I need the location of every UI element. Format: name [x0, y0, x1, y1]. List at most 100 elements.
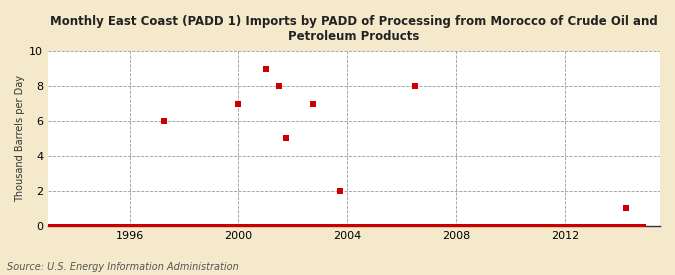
Point: [310, 224, 321, 228]
Point: [525, 224, 536, 228]
Point: [126, 224, 137, 228]
Point: [500, 224, 511, 228]
Point: [516, 224, 527, 228]
Point: [639, 224, 649, 228]
Point: [138, 224, 148, 228]
Point: [158, 224, 169, 228]
Point: [480, 224, 491, 228]
Point: [265, 224, 275, 228]
Point: [278, 224, 289, 228]
Point: [580, 224, 591, 228]
Point: [249, 224, 260, 228]
Point: [578, 224, 589, 228]
Point: [535, 224, 545, 228]
Point: [68, 224, 78, 228]
Point: [104, 224, 115, 228]
Point: [401, 224, 412, 228]
Point: [591, 224, 602, 228]
Point: [106, 224, 117, 228]
Point: [423, 224, 434, 228]
Point: [340, 224, 350, 228]
Point: [548, 224, 559, 228]
Point: [620, 206, 631, 211]
Point: [512, 224, 522, 228]
Point: [539, 224, 550, 228]
Point: [383, 224, 394, 228]
Point: [582, 224, 593, 228]
Point: [557, 224, 568, 228]
Point: [385, 224, 396, 228]
Point: [233, 101, 244, 106]
Point: [122, 224, 133, 228]
Point: [81, 224, 92, 228]
Point: [458, 224, 468, 228]
Point: [274, 84, 285, 88]
Point: [92, 224, 103, 228]
Point: [201, 224, 212, 228]
Point: [403, 224, 414, 228]
Point: [351, 224, 362, 228]
Point: [233, 224, 244, 228]
Point: [614, 224, 624, 228]
Point: [299, 224, 310, 228]
Point: [373, 224, 384, 228]
Point: [508, 224, 518, 228]
Point: [510, 224, 520, 228]
Point: [358, 224, 369, 228]
Point: [464, 224, 475, 228]
Point: [292, 224, 303, 228]
Point: [360, 224, 371, 228]
Point: [587, 224, 597, 228]
Point: [151, 224, 162, 228]
Point: [448, 224, 459, 228]
Point: [392, 224, 402, 228]
Point: [88, 224, 99, 228]
Point: [575, 224, 586, 228]
Point: [313, 224, 323, 228]
Point: [79, 224, 90, 228]
Point: [462, 224, 472, 228]
Point: [595, 224, 606, 228]
Point: [433, 224, 443, 228]
Point: [607, 224, 618, 228]
Point: [231, 224, 242, 228]
Point: [408, 224, 418, 228]
Point: [634, 224, 645, 228]
Point: [435, 224, 446, 228]
Point: [443, 224, 454, 228]
Point: [627, 224, 638, 228]
Point: [600, 224, 611, 228]
Point: [380, 224, 391, 228]
Point: [54, 224, 65, 228]
Point: [428, 224, 439, 228]
Point: [111, 224, 122, 228]
Point: [115, 224, 126, 228]
Point: [281, 136, 292, 141]
Point: [553, 224, 564, 228]
Point: [296, 224, 307, 228]
Point: [605, 224, 616, 228]
Point: [192, 224, 203, 228]
Point: [240, 224, 250, 228]
Point: [161, 224, 171, 228]
Point: [140, 224, 151, 228]
Point: [616, 224, 627, 228]
Point: [244, 224, 255, 228]
Point: [101, 224, 112, 228]
Point: [176, 224, 187, 228]
Point: [317, 224, 327, 228]
Point: [419, 224, 430, 228]
Point: [346, 224, 357, 228]
Point: [478, 224, 489, 228]
Point: [190, 224, 200, 228]
Point: [163, 224, 173, 228]
Point: [142, 224, 153, 228]
Point: [568, 224, 579, 228]
Point: [219, 224, 230, 228]
Point: [485, 224, 495, 228]
Point: [585, 224, 595, 228]
Point: [261, 66, 271, 71]
Point: [131, 224, 142, 228]
Point: [65, 224, 76, 228]
Point: [367, 224, 377, 228]
